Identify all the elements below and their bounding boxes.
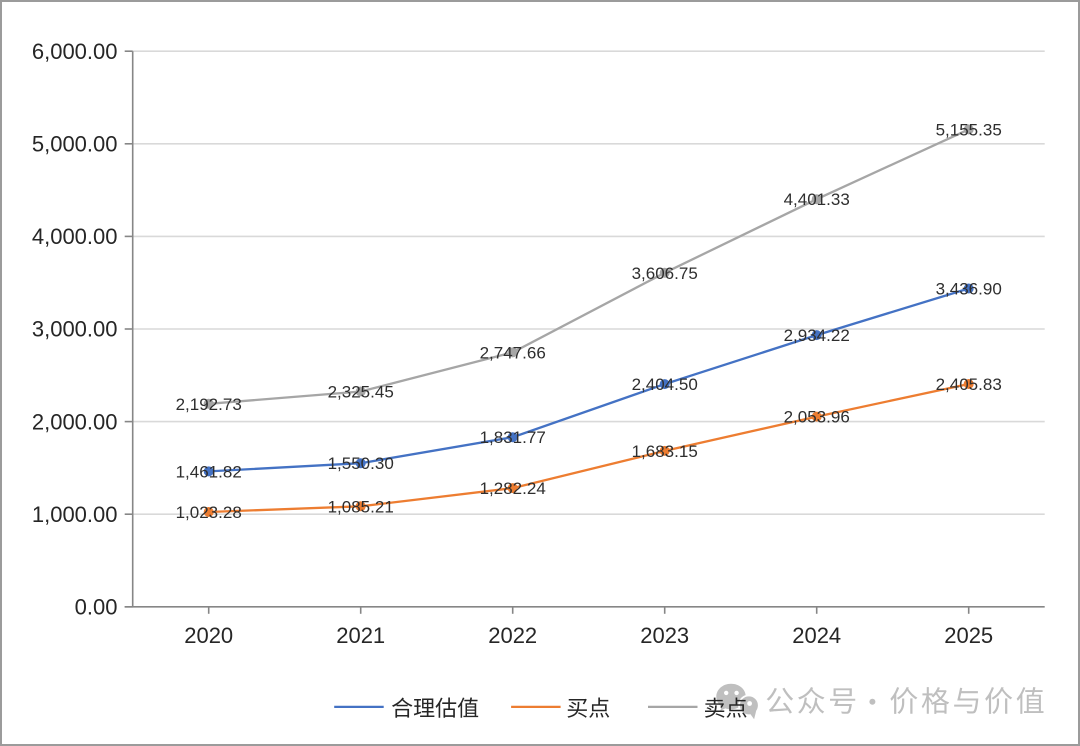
svg-text:4,401.33: 4,401.33 — [784, 190, 850, 209]
svg-text:0.00: 0.00 — [75, 595, 118, 620]
svg-text:2022: 2022 — [488, 623, 537, 648]
svg-text:2025: 2025 — [944, 623, 993, 648]
svg-text:1,023.28: 1,023.28 — [176, 503, 242, 522]
svg-text:3,436.90: 3,436.90 — [936, 280, 1002, 299]
svg-text:1,831.77: 1,831.77 — [480, 428, 546, 447]
svg-text:2,404.50: 2,404.50 — [632, 375, 698, 394]
svg-text:2021: 2021 — [336, 623, 385, 648]
svg-text:2020: 2020 — [184, 623, 233, 648]
svg-text:5,000.00: 5,000.00 — [32, 132, 118, 157]
svg-text:3,000.00: 3,000.00 — [32, 317, 118, 342]
svg-text:1,550.30: 1,550.30 — [328, 454, 394, 473]
svg-text:5,155.35: 5,155.35 — [936, 120, 1002, 139]
svg-text:4,000.00: 4,000.00 — [32, 224, 118, 249]
svg-text:2,747.66: 2,747.66 — [480, 343, 546, 362]
svg-text:1,683.15: 1,683.15 — [632, 442, 698, 461]
svg-text:2,405.83: 2,405.83 — [936, 375, 1002, 394]
svg-text:3,606.75: 3,606.75 — [632, 264, 698, 283]
svg-text:2,053.96: 2,053.96 — [784, 408, 850, 427]
svg-text:1,000.00: 1,000.00 — [32, 502, 118, 527]
svg-text:2,934.22: 2,934.22 — [784, 326, 850, 345]
svg-text:1,282.24: 1,282.24 — [480, 479, 546, 498]
svg-text:2024: 2024 — [792, 623, 841, 648]
svg-text:1,085.21: 1,085.21 — [328, 497, 394, 516]
svg-text:2023: 2023 — [640, 623, 689, 648]
svg-text:2,000.00: 2,000.00 — [32, 409, 118, 434]
svg-text:2,325.45: 2,325.45 — [328, 383, 394, 402]
svg-text:2,192.73: 2,192.73 — [176, 395, 242, 414]
svg-text:1,461.82: 1,461.82 — [176, 462, 242, 481]
svg-text:6,000.00: 6,000.00 — [32, 39, 118, 64]
